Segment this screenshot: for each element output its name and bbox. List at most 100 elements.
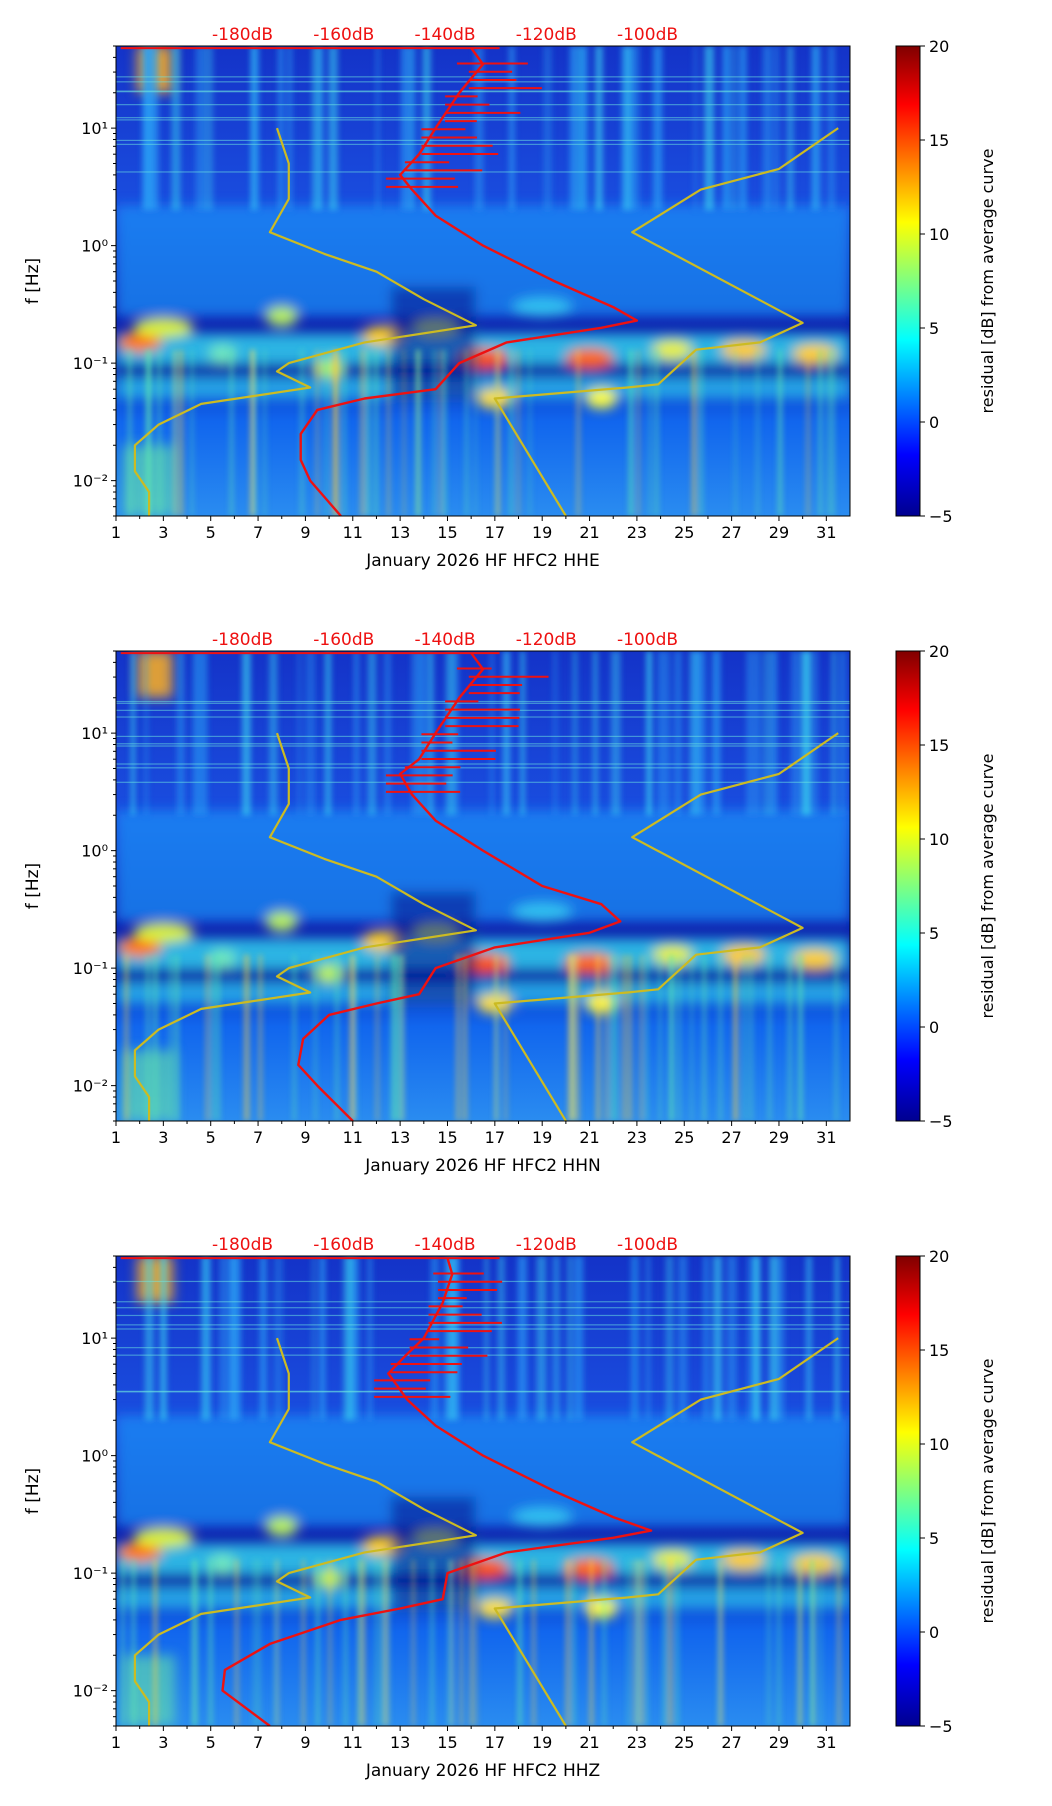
colorbar-hhn: −5 0 5 10 15 20 residual [dB] from average cur…: [895, 642, 997, 1131]
top-db-label: -180dB: [212, 25, 273, 45]
x-tick-label: 23: [627, 1128, 647, 1147]
colorbar-tick-label: −5: [929, 1717, 953, 1736]
top-db-label: -120dB: [516, 1235, 577, 1255]
x-tick-label: 15: [437, 1128, 457, 1147]
colorbar-tick-label: −5: [929, 507, 953, 526]
y-tick-label: 10⁻¹: [73, 959, 108, 978]
y-tick-label: 10⁰: [81, 842, 108, 861]
x-tick-label: 19: [532, 523, 552, 542]
colorbar-label: residual [dB] from average curve: [978, 149, 997, 414]
colorbar-tick-label: 10: [929, 1435, 949, 1454]
x-tick-label: 27: [721, 1733, 741, 1752]
y-tick-label: 10⁰: [81, 1447, 108, 1466]
x-axis-label: January 2026 HF HFC2 HHE: [365, 551, 599, 571]
nhnm-curve: [493, 732, 839, 1121]
x-tick-label: 17: [485, 523, 505, 542]
x-tick-label: 13: [390, 523, 410, 542]
x-tick-label: 9: [300, 523, 310, 542]
x-tick-label: 29: [769, 1733, 789, 1752]
x-tick-label: 23: [627, 523, 647, 542]
x-tick-label: 13: [390, 1733, 410, 1752]
y-tick-label: 10⁻²: [73, 1682, 108, 1701]
top-db-label: -100dB: [617, 1235, 678, 1255]
spectrogram-blobs: [116, 46, 850, 516]
top-db-label: -140dB: [415, 1235, 476, 1255]
x-tick-label: 11: [343, 523, 363, 542]
x-tick-label: 31: [816, 523, 836, 542]
y-axis-label: f [Hz]: [23, 1468, 43, 1514]
y-tick-label: 10¹: [81, 119, 108, 138]
colorbar-tick-label: 20: [929, 1247, 949, 1266]
colorbar-tick-label: −5: [929, 1112, 953, 1131]
top-db-label: -180dB: [212, 630, 273, 650]
colorbar-tick-label: 20: [929, 642, 949, 661]
x-tick-label: 25: [674, 1128, 694, 1147]
colorbar-scale: [895, 1255, 921, 1727]
colorbar-label: residual [dB] from average curve: [978, 754, 997, 1019]
spectrogram-streaks: [124, 651, 847, 1121]
colorbar-tick-label: 0: [929, 413, 939, 432]
x-tick-label: 27: [721, 1128, 741, 1147]
spectrogram-streaks: [128, 46, 835, 516]
x-tick-label: 21: [579, 1733, 599, 1752]
x-tick-label: 7: [253, 1733, 263, 1752]
x-tick-label: 29: [769, 1128, 789, 1147]
x-tick-label: 13: [390, 1128, 410, 1147]
x-tick-label: 5: [206, 1733, 216, 1752]
top-db-label: -100dB: [617, 630, 678, 650]
x-tick-label: 3: [158, 1733, 168, 1752]
x-tick-label: 15: [437, 1733, 457, 1752]
x-tick-label: 5: [206, 1128, 216, 1147]
x-tick-label: 11: [343, 1733, 363, 1752]
colorbar-tick-label: 15: [929, 131, 949, 150]
colorbar-label: residual [dB] from average curve: [978, 1359, 997, 1624]
colorbar-tick-label: 0: [929, 1018, 939, 1037]
curves-hhn: [120, 652, 839, 1121]
average-psd-curve: [299, 47, 639, 516]
x-tick-label: 25: [674, 523, 694, 542]
x-tick-label: 17: [485, 1733, 505, 1752]
y-tick-label: 10⁰: [81, 237, 108, 256]
x-tick-label: 1: [111, 1733, 121, 1752]
nhnm-curve: [493, 1337, 839, 1726]
x-tick-label: 27: [721, 523, 741, 542]
colorbar-tick-label: 20: [929, 37, 949, 56]
x-tick-label: 15: [437, 523, 457, 542]
x-tick-label: 1: [111, 523, 121, 542]
spectrogram-streaks: [121, 1256, 841, 1726]
colorbar-tick-label: 5: [929, 1529, 939, 1548]
nhnm-curve: [493, 127, 839, 516]
colorbar-tick-label: 10: [929, 225, 949, 244]
curves-hhe: [120, 47, 839, 516]
y-axis-label: f [Hz]: [23, 258, 43, 304]
spectrogram-hhe: [116, 46, 850, 516]
colorbar-tick-label: 0: [929, 1623, 939, 1642]
x-tick-label: 25: [674, 1733, 694, 1752]
x-tick-label: 31: [816, 1733, 836, 1752]
top-db-label: -160dB: [313, 630, 374, 650]
y-tick-label: 10⁻¹: [73, 1564, 108, 1583]
colorbar-scale: [895, 650, 921, 1122]
x-axis-label: January 2026 HF HFC2 HHN: [364, 1156, 600, 1176]
colorbar-tick-label: 5: [929, 924, 939, 943]
x-axis-label: January 2026 HF HFC2 HHZ: [365, 1761, 600, 1781]
x-tick-label: 29: [769, 523, 789, 542]
colorbar-tick-label: 15: [929, 1341, 949, 1360]
colorbar-scale: [895, 45, 921, 517]
x-tick-label: 5: [206, 523, 216, 542]
top-db-label: -160dB: [313, 1235, 374, 1255]
spectrogram-hhz: [116, 1256, 850, 1726]
x-tick-label: 31: [816, 1128, 836, 1147]
average-psd-curve: [297, 652, 622, 1121]
spectrogram-hhn: [116, 651, 850, 1121]
curves-hhz: [120, 1257, 839, 1726]
x-tick-label: 1: [111, 1128, 121, 1147]
x-tick-label: 3: [158, 1128, 168, 1147]
nlnm-curve: [133, 127, 477, 516]
y-tick-label: 10⁻²: [73, 1077, 108, 1096]
x-tick-label: 3: [158, 523, 168, 542]
